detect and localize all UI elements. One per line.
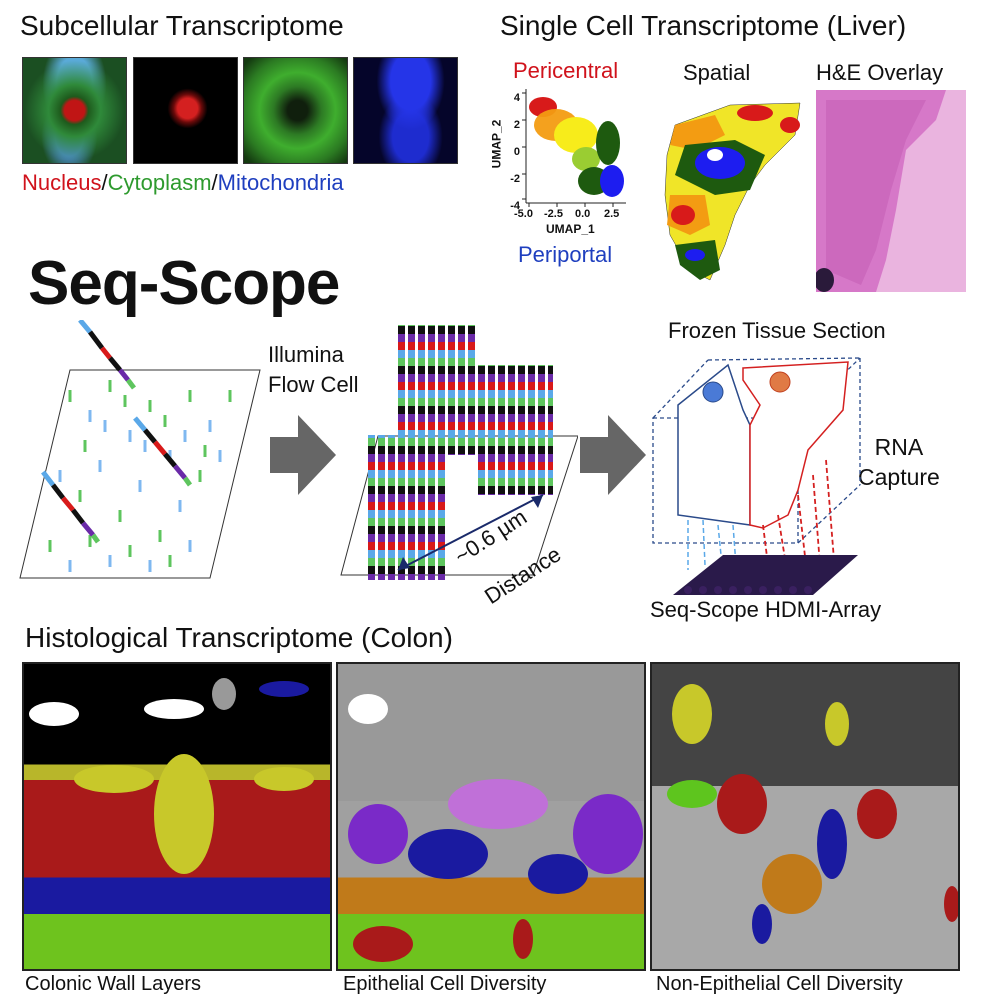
hdmi-array-label: Seq-Scope HDMI-Array xyxy=(650,597,882,622)
spatial-label: Spatial xyxy=(683,60,751,85)
epithelial-cell-diversity-map xyxy=(336,662,646,971)
umap-plot: 4 2 0 -2 -4 -5.0 -2.5 0.0 2.5 UMAP_1 UMAP_2 xyxy=(488,85,638,245)
arrow-right-icon xyxy=(270,415,340,495)
umap-yticks: 4 2 0 -2 -4 xyxy=(510,92,520,212)
he-overlay-label: H&E Overlay xyxy=(816,60,944,85)
histological-title: Histological Transcriptome (Colon) xyxy=(25,622,453,653)
colonic-wall-layers-map xyxy=(22,662,332,971)
arrow-right-icon-2 xyxy=(580,415,650,495)
subcellular-title: Subcellular Transcriptome xyxy=(20,10,344,41)
dna-clusters-diagram xyxy=(338,310,578,600)
panel-caption-colonic: Colonic Wall Layers xyxy=(25,973,201,995)
subcellular-legend: Nucleus/Cytoplasm/Mitochondria xyxy=(22,170,344,195)
legend-mitochondria: Mitochondria xyxy=(217,170,344,195)
he-overlay-image xyxy=(816,90,966,292)
frozen-tissue-label: Frozen Tissue Section xyxy=(668,318,886,343)
rna-capture-label: RNA Capture xyxy=(858,434,940,490)
pericentral-label: Pericentral xyxy=(513,58,619,83)
nucleus-micrograph xyxy=(133,57,238,164)
spatial-map xyxy=(655,95,805,285)
legend-cytoplasm: Cytoplasm xyxy=(107,170,212,195)
legend-nucleus: Nucleus xyxy=(22,170,102,195)
cytoplasm-micrograph xyxy=(243,57,348,164)
oligo-flowcell-diagram xyxy=(10,320,270,590)
umap-ylabel: UMAP_2 xyxy=(489,119,504,169)
umap-xlabel: UMAP_1 xyxy=(546,222,595,236)
panel-caption-epithelial: Epithelial Cell Diversity xyxy=(343,973,547,995)
seq-scope-title: Seq-Scope xyxy=(28,249,340,318)
periportal-label: Periportal xyxy=(518,242,613,267)
panel-caption-non-epithelial: Non-Epithelial Cell Diversity xyxy=(656,973,903,995)
single-cell-title: Single Cell Transcriptome (Liver) xyxy=(500,10,907,41)
tissue-array-diagram xyxy=(648,350,868,595)
merged-micrograph xyxy=(22,57,127,164)
mitochondria-micrograph xyxy=(353,57,458,164)
non-epithelial-cell-diversity-map xyxy=(650,662,960,971)
flow-cell-label: Illumina Flow Cell xyxy=(268,342,359,397)
